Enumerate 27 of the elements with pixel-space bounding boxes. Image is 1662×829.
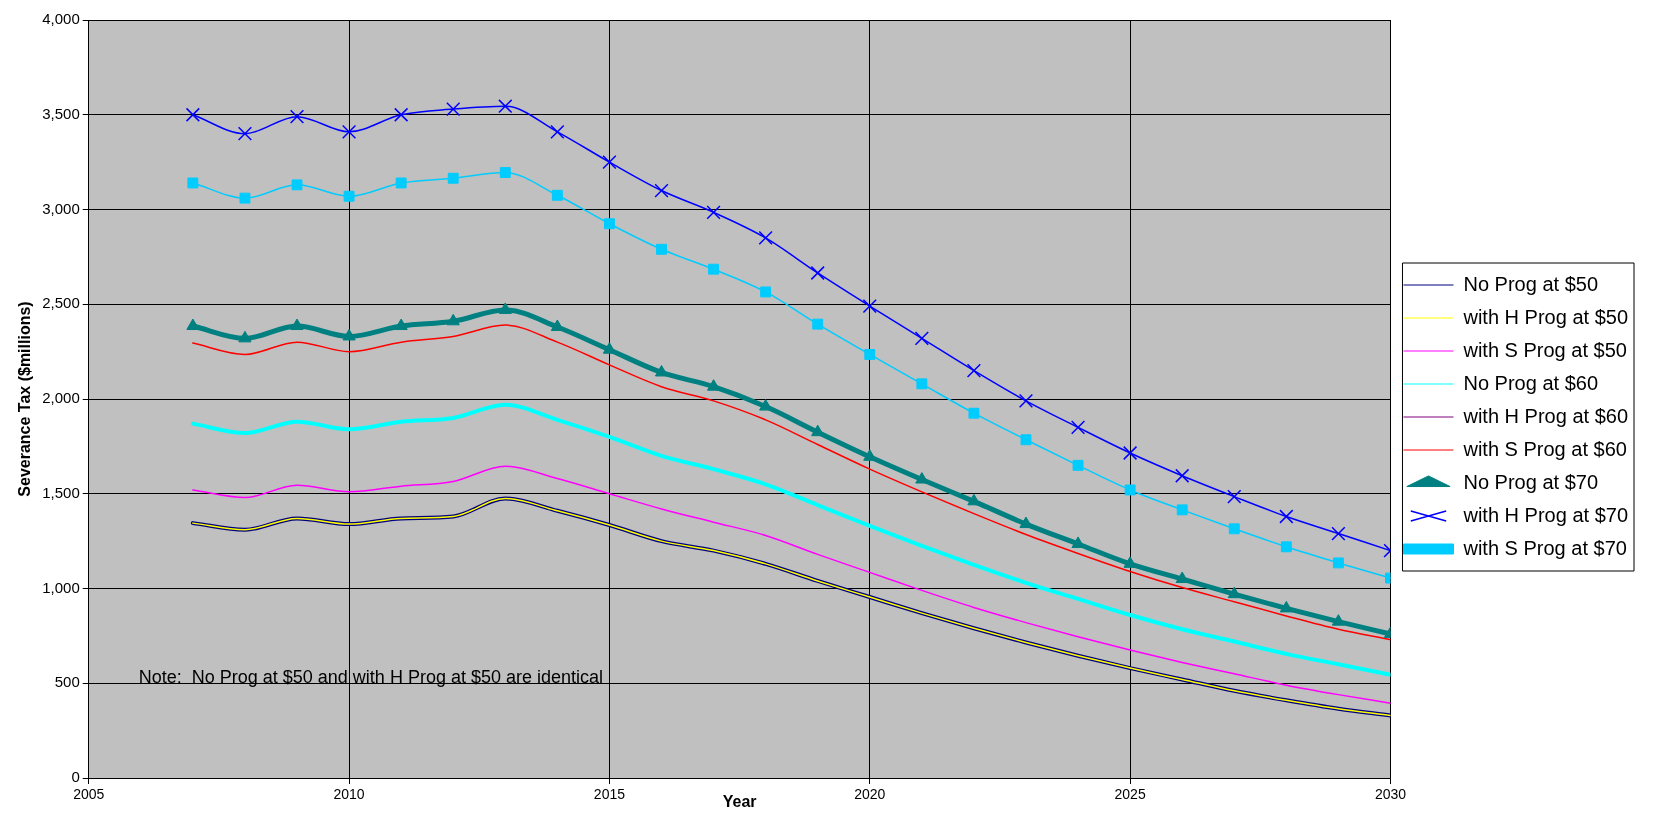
y-tick-label: 3,000: [42, 199, 80, 217]
x-tick-label: 2005: [73, 786, 105, 803]
legend-label: with H Prog at $60: [1462, 404, 1628, 427]
y-axis-title: Severance Tax ($millions): [16, 301, 34, 497]
legend-label: with S Prog at $70: [1462, 536, 1627, 559]
legend-label: with H Prog at $70: [1462, 503, 1628, 526]
y-tick-label: 2,000: [42, 389, 80, 407]
y-tick-label: 500: [54, 673, 80, 691]
y-tick-label: 0: [71, 768, 80, 786]
legend-label: with S Prog at $60: [1462, 437, 1627, 460]
legend-label: No Prog at $50: [1463, 272, 1598, 295]
y-tick-label: 1,500: [42, 483, 80, 501]
annotation: Note: No Prog at $50 and with H Prog at $50 are identical: [138, 667, 604, 687]
x-tick-label: 2030: [1374, 786, 1407, 803]
y-tick-label: 4,000: [42, 10, 80, 28]
legend-label: No Prog at $60: [1463, 371, 1598, 394]
y-tick-label: 3,500: [42, 104, 80, 122]
x-tick-label: 2025: [1114, 786, 1146, 803]
legend-label: with S Prog at $50: [1462, 338, 1627, 361]
y-tick-label: 2,500: [42, 294, 80, 312]
x-tick-label: 2020: [854, 786, 886, 803]
y-tick-label: 1,000: [42, 578, 80, 596]
x-tick-label: 2015: [593, 786, 626, 803]
legend-label: with H Prog at $50: [1462, 305, 1628, 328]
x-axis-title: Year: [722, 792, 757, 810]
x-tick-label: 2010: [333, 786, 365, 803]
legend-label: No Prog at $70: [1463, 470, 1598, 493]
